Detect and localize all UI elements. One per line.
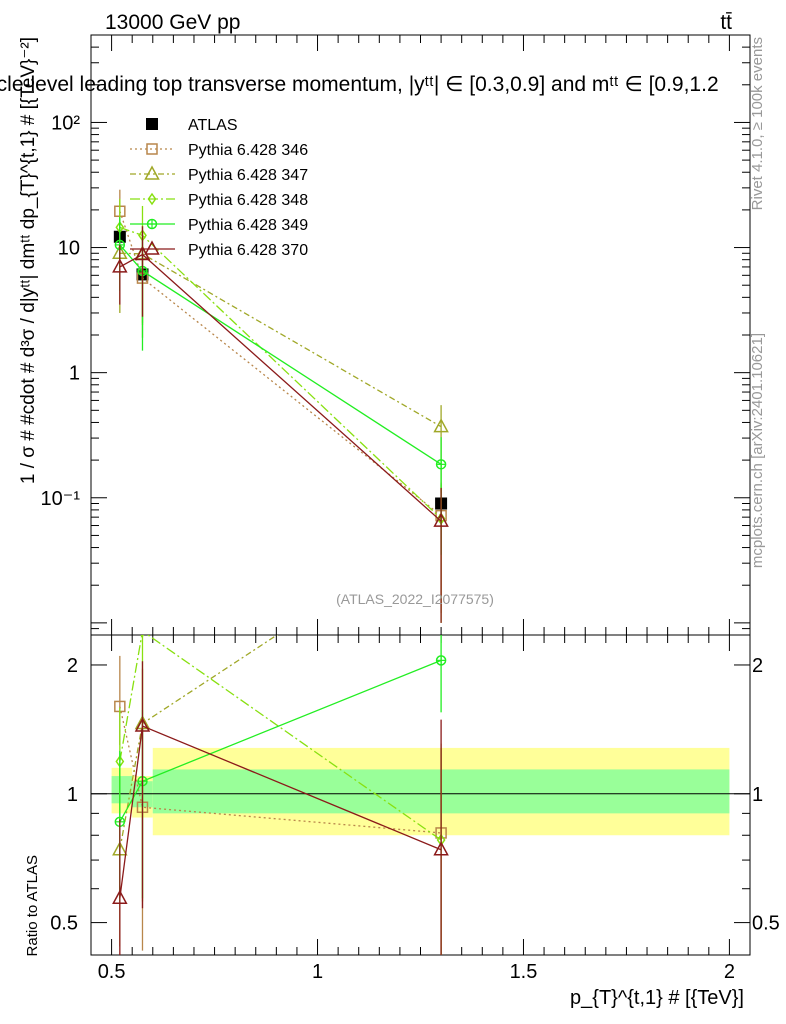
ratio-pythia-6-428-347-series — [112, 635, 279, 947]
legend-pythia-6-428-349: Pythia 6.428 349 — [130, 217, 308, 234]
main-pythia-6-428-348-series — [115, 198, 446, 623]
legend-label: Pythia 6.428 370 — [188, 242, 308, 259]
legend-label: Pythia 6.428 346 — [188, 142, 308, 159]
main-pythia-6-428-347-point — [433, 418, 449, 433]
main-pythia-6-428-349-point — [435, 459, 447, 470]
legend-marker — [146, 143, 158, 155]
ratio-pythia-6-428-348-point — [140, 635, 145, 638]
legend-pythia-6-428-370: Pythia 6.428 370 — [130, 240, 308, 259]
y-tick-label: 10 — [58, 238, 80, 260]
ratio-y-tick-label-right: 0.5 — [752, 913, 780, 935]
legend-marker — [144, 240, 160, 255]
legend-label: ATLAS — [188, 117, 238, 134]
stat-uncertainty-band — [111, 776, 133, 804]
ratio-ylabel: Ratio to ATLAS — [24, 855, 41, 956]
main-atlas-series — [113, 230, 448, 510]
x-tick-label: 2 — [724, 961, 735, 983]
legend-atlas: ATLAS — [146, 117, 238, 134]
ratio-pythia-6-428-370-point — [112, 889, 128, 904]
y-tick-label: 10² — [51, 112, 80, 134]
legend-pythia-6-428-347: Pythia 6.428 347 — [130, 165, 308, 184]
energy-label: 13000 GeV pp — [105, 11, 240, 34]
ratio-pythia-6-428-370-point — [134, 717, 151, 732]
ratio-y-tick-label: 1 — [67, 784, 78, 806]
legend-marker — [146, 218, 158, 230]
ratio-y-tick-label: 0.5 — [50, 913, 78, 935]
y-tick-label: 10⁻¹ — [41, 488, 81, 510]
ratio-pythia-6-428-349-point — [435, 655, 447, 666]
legend: ATLAS Pythia 6.428 346 Pythia 6.428 347 Pyt… — [130, 117, 308, 259]
legend-marker — [144, 165, 160, 180]
ratio-pythia-6-428-348-line — [119, 635, 442, 841]
rivet-label: Rivet 4.1.0, ≥ 100k events — [749, 37, 766, 210]
watermark: (ATLAS_2022_I2077575) — [336, 591, 494, 607]
x-tick-label: 1 — [312, 961, 323, 983]
process-label: tt̄ — [720, 11, 732, 34]
ratio-y-tick-label: 2 — [67, 655, 78, 677]
ratio-y-tick-label-right: 2 — [752, 655, 763, 677]
y-tick-label: 1 — [69, 363, 80, 385]
chart-title: icle-level leading top transverse moment… — [0, 73, 719, 96]
main-pythia-6-428-349-series — [114, 217, 447, 555]
ratio-pythia-6-428-370-point — [433, 841, 449, 856]
main-pythia-6-428-347-line — [119, 252, 442, 428]
x-tick-label: 1.5 — [510, 961, 538, 983]
main-pythia-6-428-370-series — [112, 226, 449, 623]
source-label: mcplots.cern.ch [arXiv:2401.10621] — [749, 333, 766, 568]
legend-label: Pythia 6.428 348 — [188, 192, 308, 209]
main-pythia-6-428-370-point — [112, 258, 128, 273]
legend-marker — [146, 118, 158, 130]
legend-pythia-6-428-346: Pythia 6.428 346 — [130, 142, 308, 159]
legend-label: Pythia 6.428 349 — [188, 217, 308, 234]
ratio-y-tick-label-right: 1 — [752, 784, 763, 806]
x-tick-label: 0.5 — [98, 961, 126, 983]
legend-marker — [147, 192, 157, 206]
ratio-xlabel: p_{T}^{t,1} # [{TeV}] — [570, 987, 744, 1009]
main-pythia-6-428-370-point — [433, 512, 449, 527]
ratio-pythia-6-428-370-series — [112, 661, 449, 955]
legend-pythia-6-428-348: Pythia 6.428 348 — [130, 192, 308, 209]
main-pythia-6-428-348-line — [119, 226, 442, 520]
main-ylabel: 1 / σ # #cdot # d³σ / d|yᵗᵗ| dmᵗᵗ dp_{T}… — [18, 37, 39, 484]
legend-label: Pythia 6.428 347 — [188, 167, 308, 184]
